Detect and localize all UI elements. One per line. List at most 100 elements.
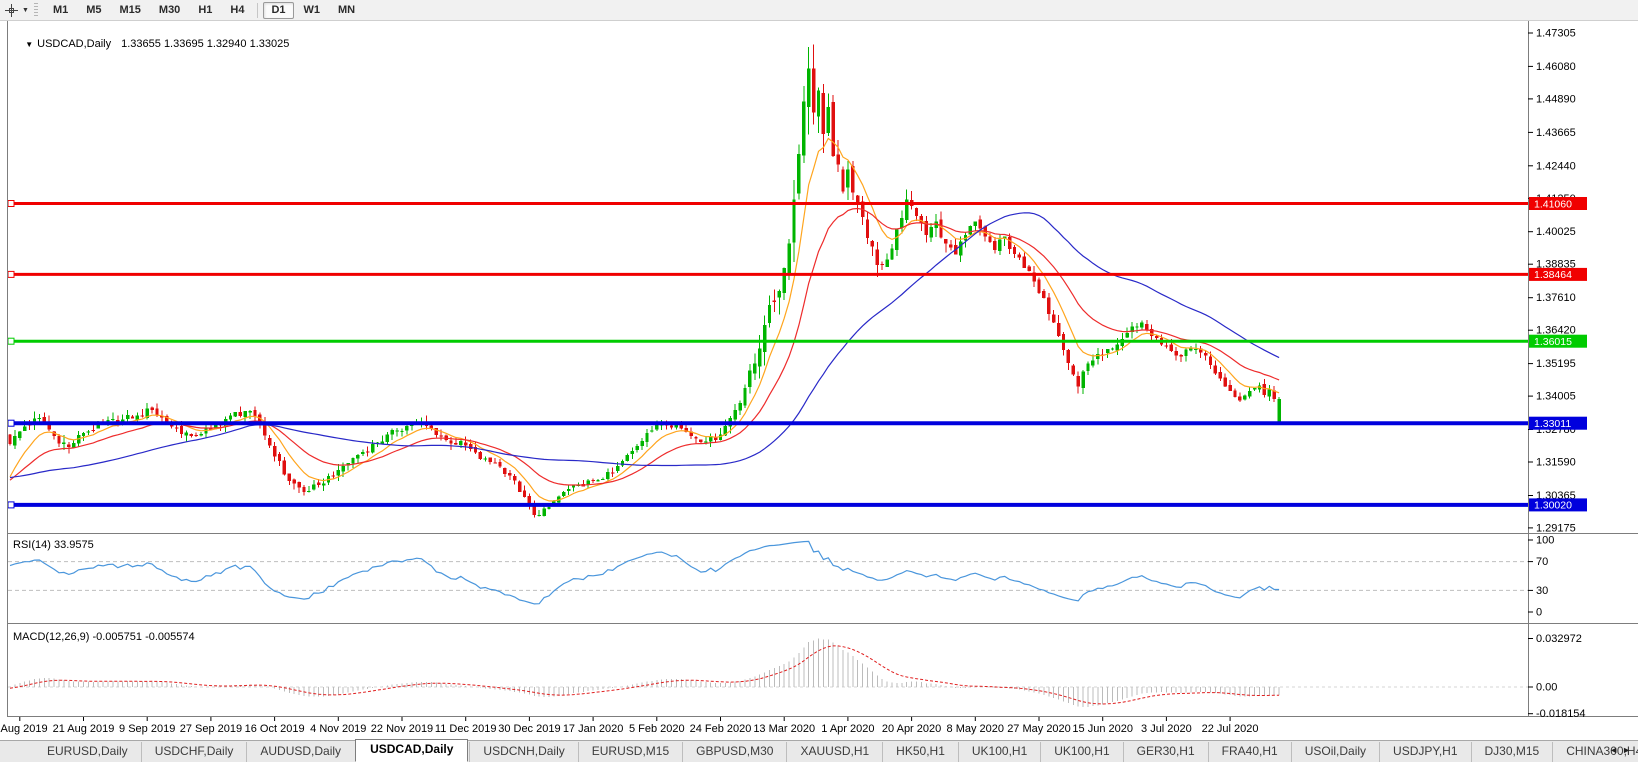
tab-scroll-left-button[interactable]: ◄ bbox=[1609, 745, 1623, 755]
date-label: 4 Nov 2019 bbox=[310, 723, 366, 735]
crosshair-tool-icon[interactable] bbox=[4, 3, 19, 18]
date-label: 17 Jan 2020 bbox=[563, 723, 624, 735]
svg-text:1.30020: 1.30020 bbox=[1534, 500, 1572, 512]
rsi-tick-label: 30 bbox=[1536, 585, 1548, 597]
rsi-tick-label: 0 bbox=[1536, 607, 1542, 619]
date-label: 27 May 2020 bbox=[1007, 723, 1071, 735]
chart-tab-GER30-H1[interactable]: GER30,H1 bbox=[1122, 742, 1208, 762]
ma-line-medium[interactable] bbox=[9, 207, 1280, 486]
chart-tab-GBPUSD-M30[interactable]: GBPUSD,M30 bbox=[682, 742, 786, 762]
ma-line-slow[interactable] bbox=[9, 212, 1280, 479]
tab-scroll-right-button[interactable]: ► bbox=[1622, 745, 1635, 755]
chart-tab-XAUUSD-H1[interactable]: XAUUSD,H1 bbox=[786, 742, 882, 762]
date-label: 8 May 2020 bbox=[947, 723, 1004, 735]
top-toolbar: ▼ M1 M5 M15 M30 H1 H4 D1 W1 MN bbox=[0, 0, 1638, 21]
chart-tab-UK100-H1[interactable]: UK100,H1 bbox=[957, 742, 1040, 762]
date-label: 20 Apr 2020 bbox=[882, 723, 941, 735]
chart-title-symbol: USDCAD,Daily bbox=[37, 38, 112, 50]
chart-tab-USOil-Daily[interactable]: USOil,Daily bbox=[1290, 742, 1379, 762]
price-tick-label: 1.42440 bbox=[1536, 160, 1576, 172]
price-tag-1.41060: 1.41060 bbox=[1529, 197, 1587, 210]
price-tick-label: 1.35195 bbox=[1536, 358, 1576, 370]
candles bbox=[8, 44, 1281, 518]
rsi-tick-label: 100 bbox=[1536, 535, 1554, 547]
macd-tick-label: -0.018154 bbox=[1536, 708, 1586, 720]
timeframe-button-D1[interactable]: D1 bbox=[263, 1, 294, 19]
price-tag-1.33011: 1.33011 bbox=[1529, 416, 1587, 430]
macd-tick-label: 0.032972 bbox=[1536, 633, 1582, 645]
chart-tab-UK100-H1[interactable]: UK100,H1 bbox=[1040, 742, 1122, 762]
price-tick-label: 1.29175 bbox=[1536, 522, 1576, 534]
price-tick-label: 1.46080 bbox=[1536, 61, 1576, 73]
toolbar-separator bbox=[257, 2, 259, 18]
date-label: 11 Dec 2019 bbox=[435, 723, 497, 735]
price-tag-1.36015: 1.36015 bbox=[1529, 334, 1587, 348]
rsi-tick-label: 70 bbox=[1536, 556, 1548, 568]
chart-tab-AUDUSD-Daily[interactable]: AUDUSD,Daily bbox=[246, 742, 354, 762]
chart-tab-USDCNH-Daily[interactable]: USDCNH,Daily bbox=[469, 742, 577, 762]
date-label: 24 Feb 2020 bbox=[690, 723, 752, 735]
chart-tab-USDCHF-Daily[interactable]: USDCHF,Daily bbox=[140, 742, 247, 762]
date-label: 30 Dec 2019 bbox=[498, 723, 560, 735]
rsi-line[interactable] bbox=[9, 540, 1280, 605]
tab-scroll-arrows: ◄► bbox=[1609, 745, 1635, 755]
chart-title: ▼ USDCAD,Daily 1.33655 1.33695 1.32940 1.3… bbox=[13, 26, 289, 62]
svg-text:1.33011: 1.33011 bbox=[1534, 418, 1571, 430]
rsi-indicator-label: RSI(14) 33.9575 bbox=[13, 539, 94, 551]
hline-handle-1.30020[interactable] bbox=[7, 501, 15, 509]
price-tick-label: 1.34005 bbox=[1536, 391, 1576, 403]
timeframe-button-H4[interactable]: H4 bbox=[230, 3, 245, 16]
date-label: 2 Aug 2019 bbox=[0, 723, 48, 735]
date-label: 13 Mar 2020 bbox=[753, 723, 815, 735]
chart-menu-caret-icon[interactable]: ▼ bbox=[25, 40, 34, 49]
date-label: 22 Nov 2019 bbox=[371, 723, 433, 735]
indicator-axis: 100 70 30 0 0.032972 0.00 -0.018154 bbox=[1528, 535, 1586, 720]
svg-text:1.38464: 1.38464 bbox=[1534, 269, 1572, 281]
price-tick-label: 1.40025 bbox=[1536, 226, 1576, 238]
date-label: 16 Oct 2019 bbox=[245, 723, 305, 735]
timeframe-button-MN[interactable]: MN bbox=[338, 3, 356, 16]
chart-window: 1.473051.460801.448901.436651.424401.412… bbox=[0, 21, 1638, 740]
timeframe-button-M1[interactable]: M1 bbox=[52, 3, 69, 16]
date-label: 22 Jul 2020 bbox=[1202, 723, 1259, 735]
price-tick-label: 1.43665 bbox=[1536, 127, 1576, 139]
price-tick-label: 1.38835 bbox=[1536, 259, 1576, 271]
date-label: 27 Sep 2019 bbox=[180, 723, 242, 735]
macd-signal-line[interactable] bbox=[9, 645, 1280, 705]
date-label: 21 Aug 2019 bbox=[53, 723, 115, 735]
toolbar-grip[interactable] bbox=[33, 3, 38, 17]
price-tick-label: 1.31590 bbox=[1536, 457, 1576, 469]
chart-tab-CHINA300-H4[interactable]: CHINA300,H4 bbox=[1552, 742, 1638, 762]
macd-indicator-label: MACD(12,26,9) -0.005751 -0.005574 bbox=[13, 631, 195, 643]
date-label: 9 Sep 2019 bbox=[119, 723, 175, 735]
chart-tab-HK50-H1[interactable]: HK50,H1 bbox=[882, 742, 958, 762]
hline-handle-1.41060[interactable] bbox=[7, 200, 15, 207]
hline-handle-1.38464[interactable] bbox=[7, 270, 15, 278]
price-tag-1.38464: 1.38464 bbox=[1529, 267, 1587, 281]
svg-text:1.36015: 1.36015 bbox=[1534, 336, 1572, 348]
timeframe-button-M15[interactable]: M15 bbox=[119, 3, 141, 16]
date-label: 3 Jul 2020 bbox=[1141, 723, 1192, 735]
price-tick-label: 1.37610 bbox=[1536, 292, 1576, 304]
chart-canvas[interactable]: 1.473051.460801.448901.436651.424401.412… bbox=[0, 21, 1638, 740]
chart-tab-FRA40-H1[interactable]: FRA40,H1 bbox=[1207, 742, 1291, 762]
date-label: 5 Feb 2020 bbox=[629, 723, 685, 735]
hline-handle-1.33011[interactable] bbox=[7, 419, 15, 427]
chart-tab-USDJPY-H1[interactable]: USDJPY,H1 bbox=[1379, 742, 1470, 762]
date-label: 1 Apr 2020 bbox=[821, 723, 874, 735]
chart-tab-USDCAD-Daily[interactable]: USDCAD,Daily bbox=[355, 739, 469, 762]
timeframe-button-M30[interactable]: M30 bbox=[158, 3, 181, 16]
date-label: 15 Jun 2020 bbox=[1072, 723, 1133, 735]
chart-tab-EURUSD-M15[interactable]: EURUSD,M15 bbox=[577, 742, 682, 762]
price-tick-label: 1.44890 bbox=[1536, 93, 1576, 105]
timeframe-button-W1[interactable]: W1 bbox=[303, 3, 321, 16]
chart-tab-bar: EURUSD,Daily USDCHF,Daily AUDUSD,Daily USDC… bbox=[0, 739, 1638, 762]
chart-tab-EURUSD-Daily[interactable]: EURUSD,Daily bbox=[47, 744, 128, 758]
date-axis[interactable]: 2 Aug 2019 21 Aug 2019 9 Sep 2019 27 Sep 20… bbox=[0, 717, 1259, 735]
toolbar-dropdown-caret-icon[interactable]: ▼ bbox=[22, 6, 29, 14]
timeframe-button-H1[interactable]: H1 bbox=[198, 3, 213, 16]
timeframe-button-M5[interactable]: M5 bbox=[86, 3, 102, 16]
price-tick-label: 1.47305 bbox=[1536, 28, 1576, 40]
hline-handle-1.36015[interactable] bbox=[7, 337, 15, 345]
chart-tab-DJ30-M15[interactable]: DJ30,M15 bbox=[1470, 742, 1553, 762]
